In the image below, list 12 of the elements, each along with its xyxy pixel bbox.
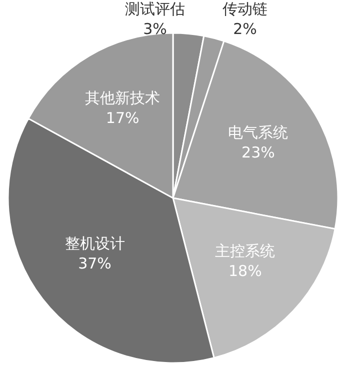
slice-label: 电气系统 bbox=[228, 124, 288, 142]
data-label: 2% bbox=[233, 20, 257, 38]
data-label: 37% bbox=[78, 254, 112, 273]
data-label: 23% bbox=[242, 144, 275, 162]
slice-label: 主控系统 bbox=[215, 242, 276, 260]
data-label: 17% bbox=[106, 108, 140, 127]
data-label: 18% bbox=[228, 262, 262, 280]
slice-label: 传动链 bbox=[222, 0, 268, 18]
slice-label: 其他新技术 bbox=[85, 88, 160, 107]
slice-label: 测试评估 bbox=[125, 0, 185, 18]
data-label: 3% bbox=[143, 20, 167, 38]
slice-label: 整机设计 bbox=[64, 234, 125, 253]
